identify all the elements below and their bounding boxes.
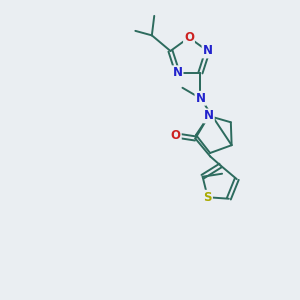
Text: O: O [171,129,181,142]
Text: S: S [203,191,212,204]
Text: N: N [196,92,206,105]
Text: N: N [204,110,214,122]
Text: N: N [202,44,212,58]
Text: O: O [184,31,194,44]
Text: N: N [172,66,182,79]
